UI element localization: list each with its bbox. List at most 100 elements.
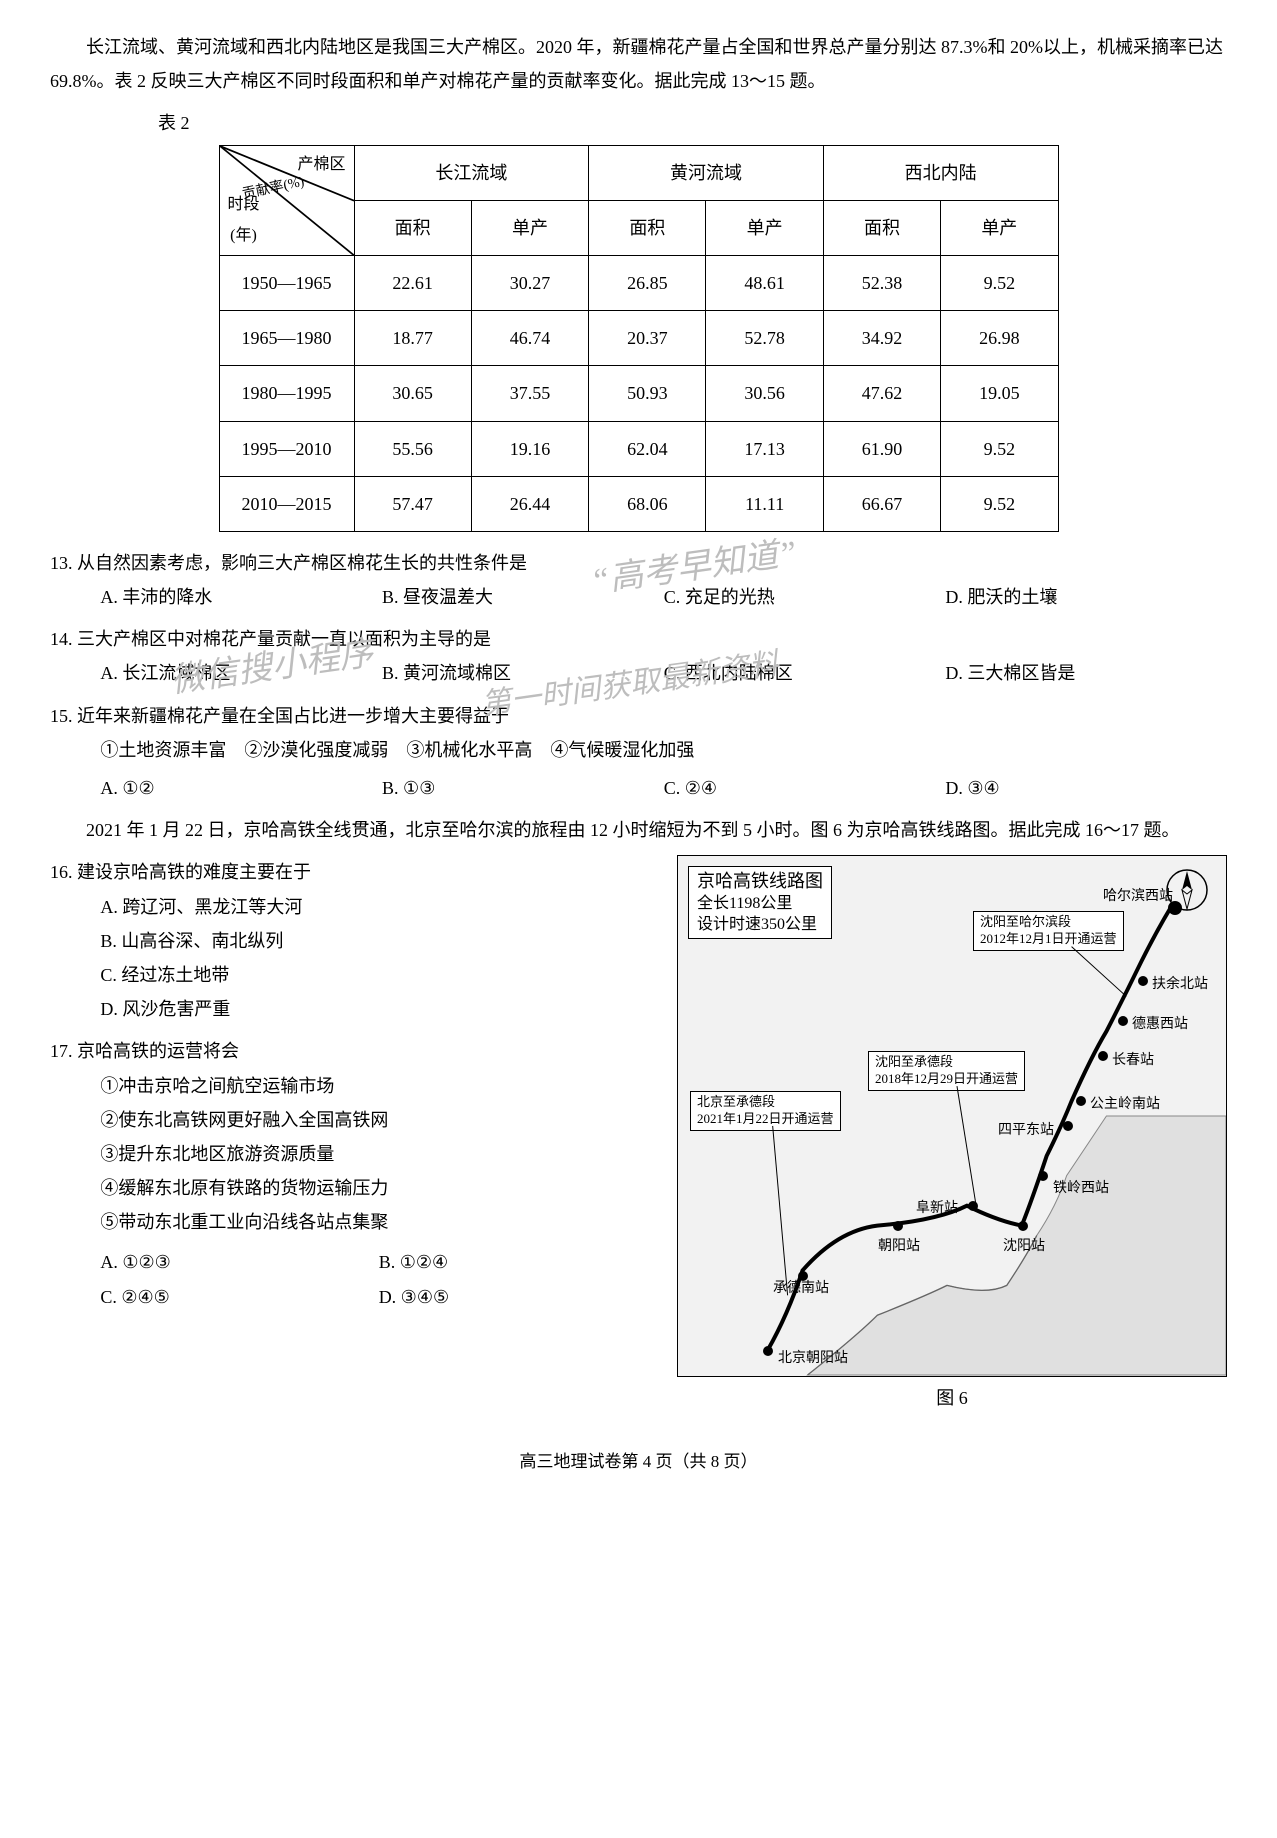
q17-opt-d: D. ③④⑤ xyxy=(379,1280,657,1314)
table-cell: 30.65 xyxy=(354,366,471,421)
table-header: 长江流域 xyxy=(354,145,589,200)
q16-opt-a: A. 跨辽河、黑龙江等大河 xyxy=(100,890,657,924)
table-cell: 9.52 xyxy=(941,255,1058,310)
table-header: 面积 xyxy=(823,200,940,255)
station-label: 北京朝阳站 xyxy=(778,1346,848,1373)
station-label: 阜新站 xyxy=(916,1196,958,1223)
table-cell: 26.44 xyxy=(471,476,588,531)
table-cell: 52.78 xyxy=(706,311,823,366)
figure-caption: 图 6 xyxy=(677,1381,1227,1415)
table-cell: 52.38 xyxy=(823,255,940,310)
q15-opt-d: D. ③④ xyxy=(945,771,1227,805)
table-cell: 30.27 xyxy=(471,255,588,310)
q14-opt-d: D. 三大棉区皆是 xyxy=(945,656,1227,690)
data-table: 产棉区 贡献率(%) 时段 (年) 长江流域 黄河流域 西北内陆 面积 单产 面… xyxy=(219,145,1059,532)
q16-opt-c: C. 经过冻土地带 xyxy=(100,958,657,992)
table-cell: 37.55 xyxy=(471,366,588,421)
map-legend: 沈阳至哈尔滨段2012年12月1日开通运营 xyxy=(973,911,1124,951)
q14-opt-a: A. 长江流域棉区 xyxy=(100,656,382,690)
q13-opt-c: C. 充足的光热 xyxy=(664,580,946,614)
table-cell: 22.61 xyxy=(354,255,471,310)
station-label: 承德南站 xyxy=(773,1276,829,1303)
table-cell: 34.92 xyxy=(823,311,940,366)
q17-opt-a: A. ①②③ xyxy=(100,1245,378,1279)
table-cell: 46.74 xyxy=(471,311,588,366)
q13-opt-a: A. 丰沛的降水 xyxy=(100,580,382,614)
station-label: 扶余北站 xyxy=(1152,972,1208,999)
q15-opt-a: A. ①② xyxy=(100,771,382,805)
passage-1: 长江流域、黄河流域和西北内陆地区是我国三大产棉区。2020 年，新疆棉花产量占全… xyxy=(50,30,1227,98)
station-label: 德惠西站 xyxy=(1132,1012,1188,1039)
table-header: 黄河流域 xyxy=(589,145,824,200)
q17-item: ⑤带动东北重工业向沿线各站点集聚 xyxy=(100,1205,657,1239)
table-cell: 26.85 xyxy=(589,255,706,310)
table-cell: 18.77 xyxy=(354,311,471,366)
station-label: 铁岭西站 xyxy=(1053,1176,1109,1203)
table-cell: 57.47 xyxy=(354,476,471,531)
table-cell: 17.13 xyxy=(706,421,823,476)
passage-2: 2021 年 1 月 22 日，京哈高铁全线贯通，北京至哈尔滨的旅程由 12 小… xyxy=(50,813,1227,847)
diag-header-region: 产棉区 xyxy=(297,150,345,180)
table-header: 单产 xyxy=(941,200,1058,255)
table-cell: 19.05 xyxy=(941,366,1058,421)
table-cell: 62.04 xyxy=(589,421,706,476)
table-cell: 66.67 xyxy=(823,476,940,531)
table-cell: 47.62 xyxy=(823,366,940,421)
map-title-box: 京哈高铁线路图 全长1198公里 设计时速350公里 xyxy=(688,866,832,939)
diag-header-period: 时段 (年) xyxy=(228,190,260,251)
q17-item: ②使东北高铁网更好融入全国高铁网 xyxy=(100,1103,657,1137)
q14-text: 14. 三大产棉区中对棉花产量贡献一直以面积为主导的是 xyxy=(50,622,1227,656)
table-cell: 19.16 xyxy=(471,421,588,476)
q14-opt-b: B. 黄河流域棉区 xyxy=(382,656,664,690)
station-label: 哈尔滨西站 xyxy=(1103,884,1173,911)
table-header: 单产 xyxy=(706,200,823,255)
q16-opt-d: D. 风沙危害严重 xyxy=(100,992,657,1026)
table-cell: 9.52 xyxy=(941,476,1058,531)
station-label: 长春站 xyxy=(1112,1048,1154,1075)
q17-item: ①冲击京哈之间航空运输市场 xyxy=(100,1069,657,1103)
q13-text: 13. 从自然因素考虑，影响三大产棉区棉花生长的共性条件是 xyxy=(50,546,1227,580)
map-legend: 沈阳至承德段2018年12月29日开通运营 xyxy=(868,1051,1025,1091)
station-label: 公主岭南站 xyxy=(1090,1092,1160,1119)
table-cell: 50.93 xyxy=(589,366,706,421)
table-cell: 68.06 xyxy=(589,476,706,531)
q16-text: 16. 建设京哈高铁的难度主要在于 xyxy=(50,855,657,889)
page-footer: 高三地理试卷第 4 页（共 8 页） xyxy=(50,1446,1227,1478)
table-row-label: 1965—1980 xyxy=(219,311,354,366)
station-label: 朝阳站 xyxy=(878,1234,920,1261)
q15-text: 15. 近年来新疆棉花产量在全国占比进一步增大主要得益于 xyxy=(50,699,1227,733)
q15-opt-b: B. ①③ xyxy=(382,771,664,805)
q13-opt-b: B. 昼夜温差大 xyxy=(382,580,664,614)
table-header: 单产 xyxy=(471,200,588,255)
q17-opt-c: C. ②④⑤ xyxy=(100,1280,378,1314)
q17-text: 17. 京哈高铁的运营将会 xyxy=(50,1034,657,1068)
map-figure: 京哈高铁线路图 全长1198公里 设计时速350公里 北京至承德段2021年1月… xyxy=(677,855,1227,1377)
table-row-label: 1980—1995 xyxy=(219,366,354,421)
q17-item: ④缓解东北原有铁路的货物运输压力 xyxy=(100,1171,657,1205)
q15-items: ①土地资源丰富 ②沙漠化强度减弱 ③机械化水平高 ④气候暖湿化加强 xyxy=(50,733,1227,767)
table-row-label: 2010—2015 xyxy=(219,476,354,531)
table-cell: 26.98 xyxy=(941,311,1058,366)
table-cell: 30.56 xyxy=(706,366,823,421)
q13-opt-d: D. 肥沃的土壤 xyxy=(945,580,1227,614)
table-cell: 55.56 xyxy=(354,421,471,476)
table-row-label: 1995—2010 xyxy=(219,421,354,476)
table-header: 面积 xyxy=(354,200,471,255)
table-header: 西北内陆 xyxy=(823,145,1058,200)
table-row-label: 1950—1965 xyxy=(219,255,354,310)
station-label: 沈阳站 xyxy=(1003,1234,1045,1261)
table-cell: 61.90 xyxy=(823,421,940,476)
table-cell: 48.61 xyxy=(706,255,823,310)
table-cell: 11.11 xyxy=(706,476,823,531)
table-cell: 9.52 xyxy=(941,421,1058,476)
q16-opt-b: B. 山高谷深、南北纵列 xyxy=(100,924,657,958)
map-legend: 北京至承德段2021年1月22日开通运营 xyxy=(690,1091,841,1131)
q14-opt-c: C. 西北内陆棉区 xyxy=(664,656,946,690)
q17-opt-b: B. ①②④ xyxy=(379,1245,657,1279)
table-label: 表 2 xyxy=(50,106,1227,140)
q15-opt-c: C. ②④ xyxy=(664,771,946,805)
q17-item: ③提升东北地区旅游资源质量 xyxy=(100,1137,657,1171)
table-cell: 20.37 xyxy=(589,311,706,366)
table-header: 面积 xyxy=(589,200,706,255)
station-label: 四平东站 xyxy=(998,1118,1054,1145)
